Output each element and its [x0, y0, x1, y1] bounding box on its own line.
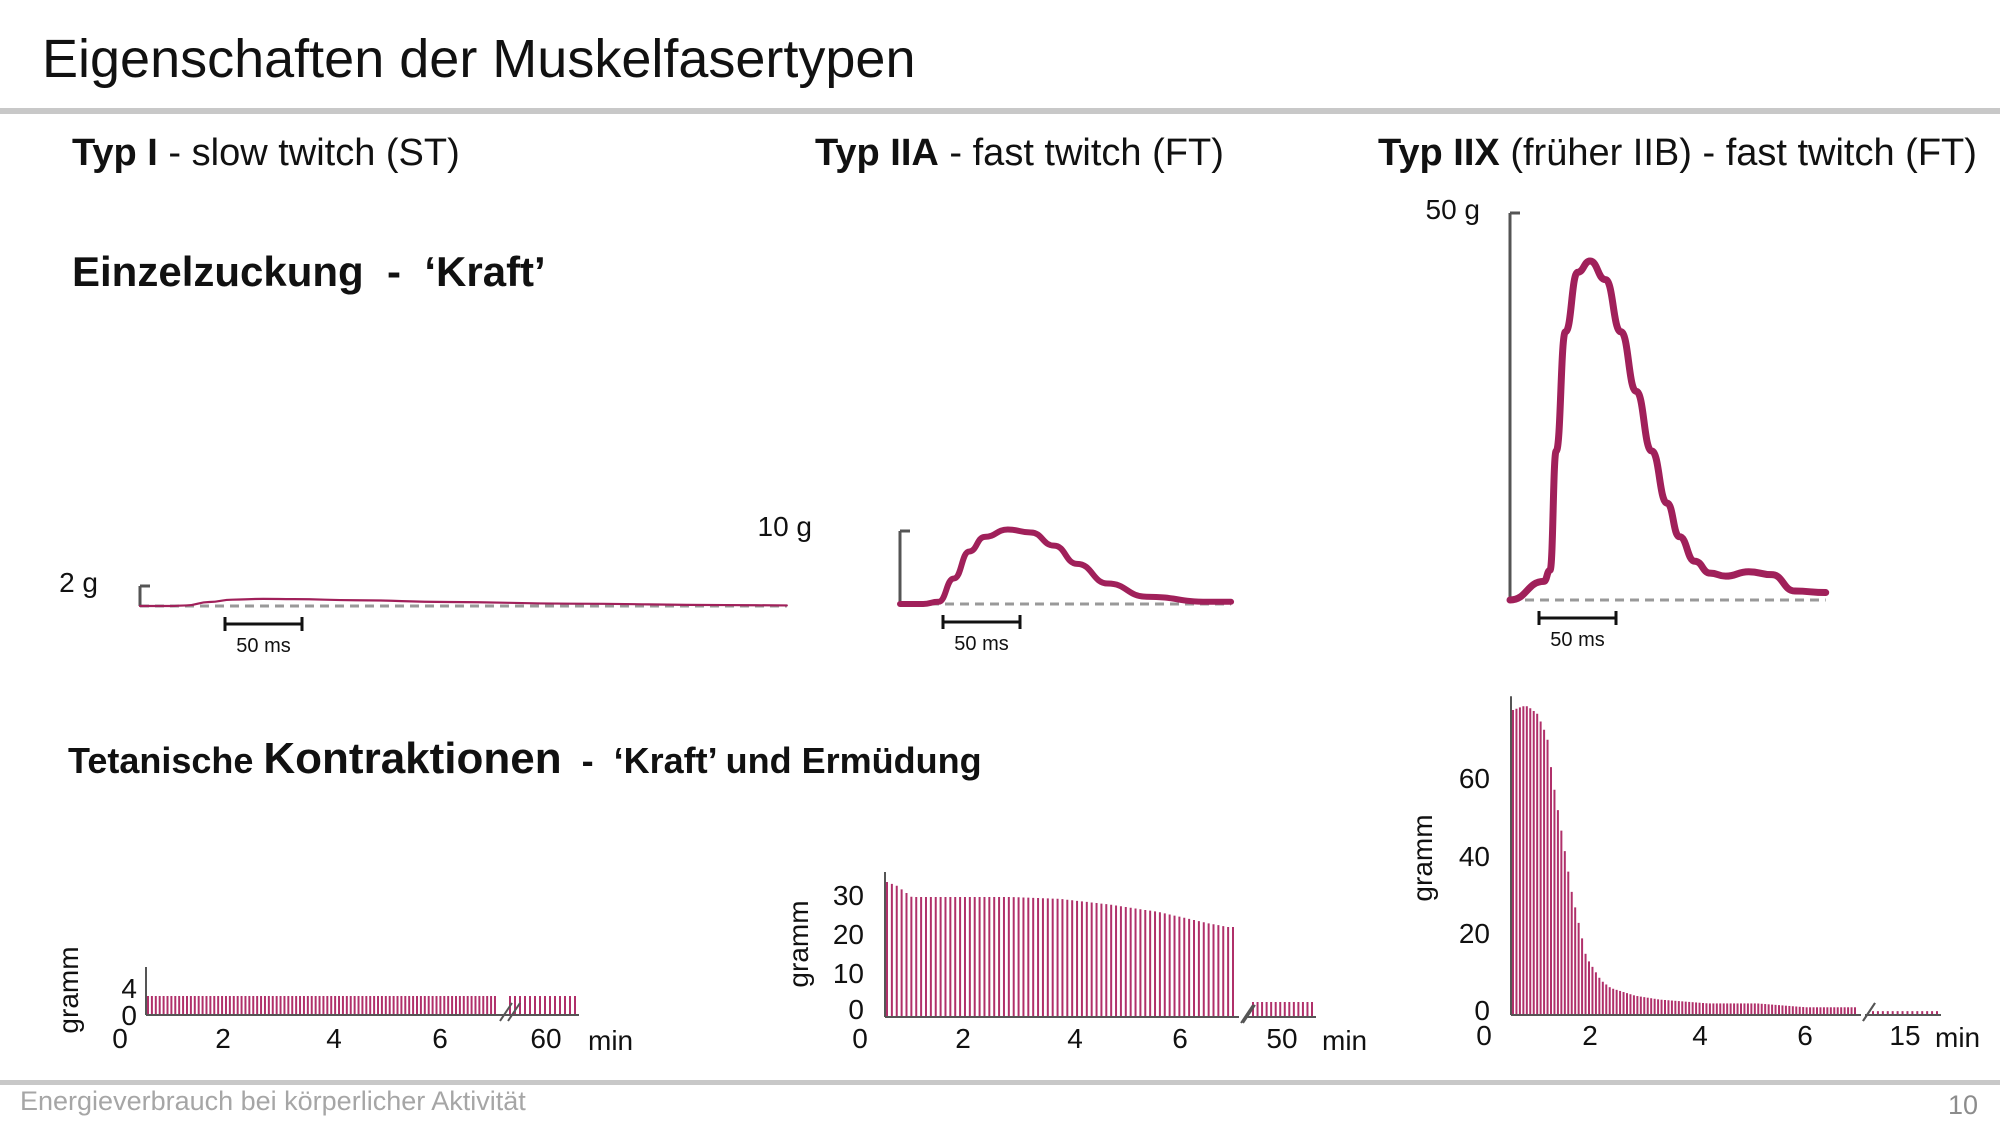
x-axis-unit: min — [1322, 1025, 1367, 1056]
y-tick-label: 60 — [1459, 763, 1490, 794]
slide-title: Eigenschaften der Muskelfasertypen — [42, 29, 916, 89]
force-scale-label: 10 g — [758, 511, 813, 542]
y-axis-label: gramm — [783, 900, 814, 987]
y-tick-label: 20 — [833, 919, 864, 950]
column-header-rest: - fast twitch (FT) — [938, 132, 1224, 174]
axis-break-mark — [1862, 1002, 1876, 1022]
twitch-trace — [897, 526, 1235, 607]
x-tick-label: 6 — [432, 1023, 448, 1054]
x-tick-label: 15 — [1889, 1020, 1920, 1051]
y-tick-label: 0 — [848, 994, 864, 1025]
y-axis-label: gramm — [53, 946, 84, 1033]
twitch-trace — [1506, 257, 1830, 604]
column-header-bold: Typ IIA — [815, 132, 939, 174]
x-tick-label: 4 — [326, 1023, 342, 1054]
time-scale-label: 50 ms — [954, 633, 1008, 655]
twitch-trace — [138, 597, 788, 608]
x-tick-label: 0 — [852, 1023, 868, 1054]
time-scale-label: 50 ms — [1550, 629, 1604, 651]
column-header-rest: - slow twitch (ST) — [157, 132, 460, 174]
x-tick-label: 0 — [112, 1023, 128, 1054]
section-heading-part: Tetanische — [68, 740, 264, 781]
y-tick-label: 40 — [1459, 841, 1490, 872]
column-header-bold: Typ IIX — [1378, 132, 1500, 174]
x-axis-unit: min — [588, 1025, 633, 1056]
force-scale-label: 2 g — [59, 567, 98, 598]
time-scale-label: 50 ms — [236, 635, 290, 657]
column-header-type-iix: Typ IIX (früher IIB) - fast twitch (FT) — [1378, 132, 1977, 175]
x-tick-label: 4 — [1692, 1020, 1708, 1051]
column-header-type-iia: Typ IIA - fast twitch (FT) — [815, 132, 1224, 175]
x-tick-label: 2 — [215, 1023, 231, 1054]
footer-text: Energieverbrauch bei körperlicher Aktivi… — [20, 1086, 526, 1116]
footer-divider — [0, 1080, 2000, 1085]
section-heading-part: Kontraktionen — [263, 734, 562, 783]
axis-break-mark — [507, 1002, 521, 1022]
axis-break-mark — [1242, 1004, 1256, 1024]
y-tick-label: 0 — [121, 1000, 137, 1031]
y-tick-label: 4 — [121, 973, 137, 1004]
y-tick-label: 20 — [1459, 918, 1490, 949]
x-tick-label: 2 — [955, 1023, 971, 1054]
x-tick-label: 60 — [530, 1023, 561, 1054]
column-header-bold: Typ I — [72, 132, 158, 174]
section-heading-twitch: Einzelzuckung - ‘Kraft’ — [72, 248, 546, 295]
x-tick-label: 6 — [1797, 1020, 1813, 1051]
y-tick-label: 0 — [1474, 995, 1490, 1026]
x-tick-label: 50 — [1266, 1023, 1297, 1054]
axis-break-mark — [499, 1002, 513, 1022]
y-tick-label: 10 — [833, 958, 864, 989]
axis-break-mark — [1240, 1004, 1254, 1024]
force-scale-label: 50 g — [1426, 194, 1481, 225]
page-number: 10 — [1947, 1090, 1978, 1120]
x-axis-unit: min — [1935, 1022, 1980, 1053]
x-tick-label: 4 — [1067, 1023, 1083, 1054]
column-header-type-i: Typ I - slow twitch (ST) — [72, 132, 460, 175]
x-tick-label: 0 — [1476, 1020, 1492, 1051]
y-axis-label: gramm — [1407, 814, 1438, 901]
x-tick-label: 2 — [1582, 1020, 1598, 1051]
column-header-rest: (früher IIB) - fast twitch (FT) — [1499, 132, 1977, 174]
section-heading-tetanic: Tetanische Kontraktionen - ‘Kraft’ und E… — [68, 734, 982, 784]
title-divider — [0, 108, 2000, 114]
y-tick-label: 30 — [833, 880, 864, 911]
section-heading-part: - ‘Kraft’ und Ermüdung — [561, 740, 982, 781]
x-tick-label: 6 — [1172, 1023, 1188, 1054]
